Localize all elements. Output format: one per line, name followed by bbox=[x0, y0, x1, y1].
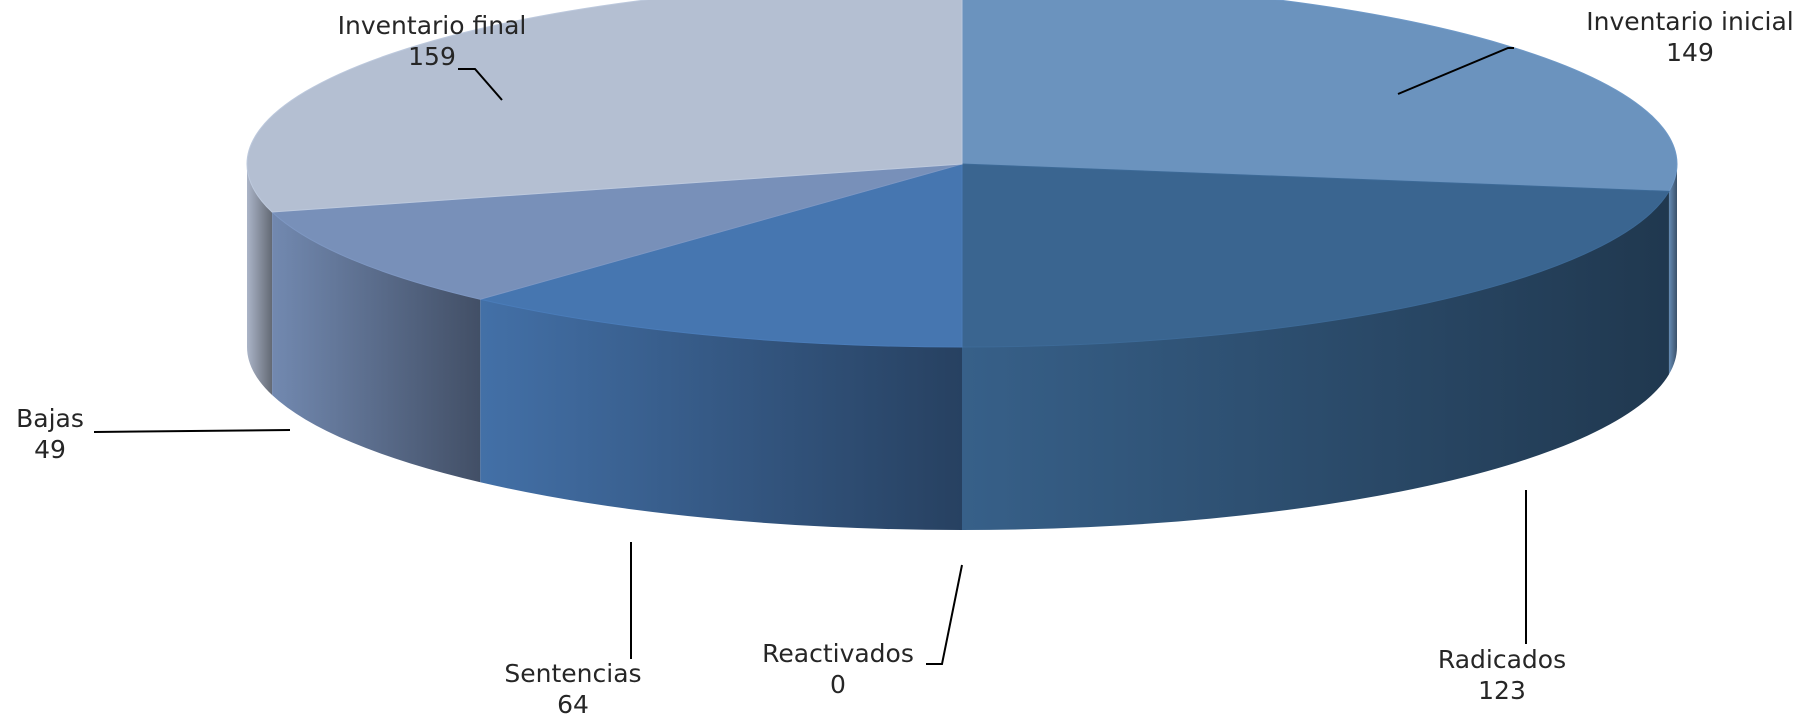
side-inventario-inicial bbox=[1668, 164, 1677, 375]
leader-line-inventario-final bbox=[458, 68, 503, 101]
value-sentencias: 64 bbox=[557, 690, 589, 719]
label-inventario-final: Inventario final bbox=[338, 11, 527, 40]
slice-inventario-final bbox=[246, 0, 963, 213]
slice-bajas bbox=[270, 163, 963, 300]
value-radicados: 123 bbox=[1478, 676, 1526, 705]
pie-tops bbox=[246, 0, 1678, 348]
label-sentencias: Sentencias bbox=[504, 659, 641, 688]
side-bajas bbox=[272, 212, 481, 483]
pie-sides bbox=[247, 164, 1677, 530]
leader-line-inventario-inicial bbox=[1397, 47, 1514, 95]
label-inventario-inicial: Inventario inicial bbox=[1586, 7, 1794, 36]
slice-radicados bbox=[961, 163, 1670, 348]
label-radicados: Radicados bbox=[1438, 645, 1566, 674]
side-sentencias bbox=[480, 299, 962, 530]
value-inventario-final: 159 bbox=[408, 42, 456, 71]
value-bajas: 49 bbox=[34, 435, 66, 464]
slice-inventario-inicial bbox=[961, 0, 1678, 192]
value-reactivados: 0 bbox=[830, 670, 846, 699]
label-reactivados: Reactivados bbox=[762, 639, 914, 668]
side-radicados bbox=[962, 191, 1669, 530]
value-inventario-inicial: 149 bbox=[1666, 38, 1714, 67]
label-bajas: Bajas bbox=[16, 404, 84, 433]
side-inventario-final bbox=[247, 164, 273, 396]
leader-line-bajas bbox=[93, 429, 291, 433]
leader-line-reactivados bbox=[926, 564, 963, 665]
slice-sentencias bbox=[480, 163, 963, 348]
